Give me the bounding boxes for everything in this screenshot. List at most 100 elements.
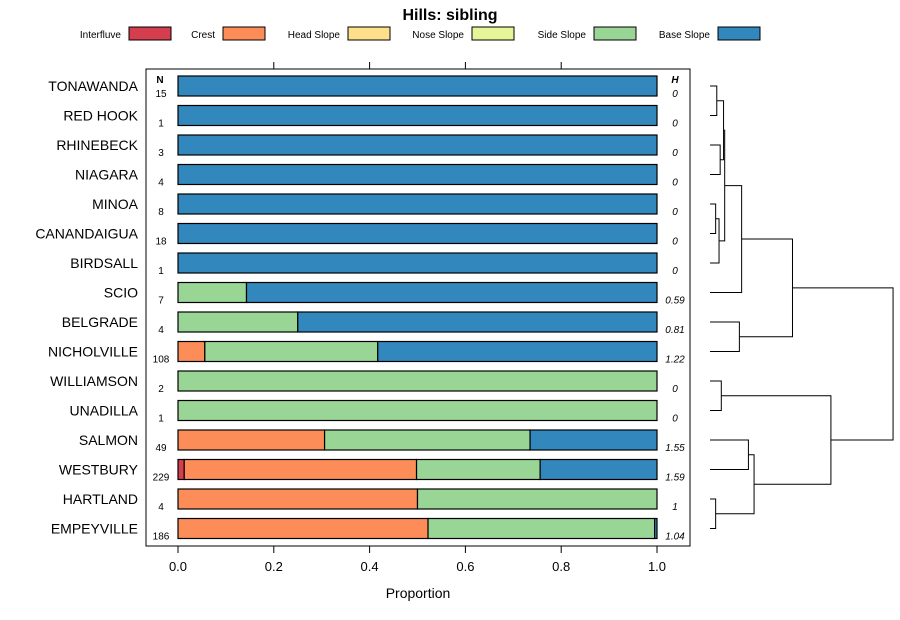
dendrogram-link-7 [710, 185, 743, 293]
n-value-rhinebeck: 3 [158, 148, 164, 159]
h-value-birdsall: 0 [672, 266, 678, 277]
bar-salmon-crest [177, 429, 326, 451]
n-value-salmon: 49 [155, 443, 167, 454]
chart-title: Hills: sibling [402, 7, 497, 24]
h-value-canandaigua: 0 [672, 237, 678, 248]
n-value-hartland: 4 [158, 502, 164, 513]
bar-westbury-side-slope [415, 458, 541, 481]
legend-label-head-slope: Head Slope [288, 30, 341, 41]
h-value-hartland: 1 [672, 502, 678, 513]
h-value-niagara: 0 [672, 178, 678, 189]
h-labels: 0 0 0 0 0 0 0 0.59 0.81 1.22 0 0 1.55 1.59 1 1.04 [665, 89, 685, 543]
dendrogram-link-3 [710, 203, 717, 234]
bar-westbury-interfluve [177, 458, 185, 481]
bar-salmon-side-slope [323, 429, 531, 451]
bar-red-hook-base-slope [177, 104, 658, 127]
dendrogram-link-11 [710, 498, 717, 529]
top-axis-ticks [273, 62, 562, 69]
row-label-williamson: WILLIAMSON [50, 373, 138, 389]
n-value-niagara: 4 [158, 178, 164, 189]
h-column-header: H [671, 75, 679, 86]
bar-westbury-crest [183, 458, 418, 481]
plot-frame [145, 68, 691, 547]
legend-swatch-crest [222, 26, 266, 41]
n-value-minoa: 8 [158, 207, 164, 218]
n-column-header: N [156, 75, 163, 86]
bar-westbury-base-slope [539, 458, 658, 481]
h-value-red-hook: 0 [672, 119, 678, 130]
bar-scio-side-slope [177, 281, 248, 304]
bar-tonawanda-base-slope [177, 75, 658, 97]
n-value-birdsall: 1 [158, 266, 164, 277]
row-label-westbury: WESTBURY [59, 462, 139, 478]
n-value-williamson: 2 [158, 384, 164, 395]
h-value-salmon: 1.55 [665, 443, 685, 454]
bar-nicholville-base-slope [377, 340, 658, 363]
h-value-rhinebeck: 0 [672, 148, 678, 159]
n-value-canandaigua: 18 [155, 237, 167, 248]
n-value-empeyville: 186 [153, 532, 170, 543]
bar-nicholville-side-slope [204, 340, 379, 363]
n-value-nicholville: 108 [153, 355, 170, 366]
bar-hartland-side-slope [416, 488, 658, 510]
dendrogram-link-9 [710, 380, 722, 411]
n-value-belgrade: 4 [158, 325, 164, 336]
bar-nicholville-crest [177, 340, 206, 363]
row-label-belgrade: BELGRADE [62, 314, 138, 330]
bar-niagara-base-slope [177, 163, 658, 186]
dendrogram-link-4 [710, 218, 720, 264]
dendrogram-link-2 [710, 144, 721, 175]
legend-label-base-slope: Base Slope [659, 30, 711, 41]
bar-belgrade-side-slope [177, 311, 299, 333]
bar-salmon-base-slope [529, 429, 658, 451]
legend-swatch-nose-slope [471, 26, 515, 41]
row-label-nicholville: NICHOLVILLE [48, 344, 138, 360]
h-value-williamson: 0 [672, 384, 678, 395]
x-tick-label-3: 0.6 [456, 559, 474, 574]
h-value-scio: 0.59 [665, 296, 685, 307]
h-value-minoa: 0 [672, 207, 678, 218]
dendrogram-link-1 [710, 85, 718, 116]
n-value-unadilla: 1 [158, 414, 164, 425]
legend: Interfluve Crest Head Slope Nose Slope Side … [80, 26, 761, 41]
row-label-hartland: HARTLAND [63, 491, 138, 507]
x-tick-label-4: 0.8 [552, 559, 570, 574]
legend-swatch-base-slope [717, 26, 761, 41]
x-axis-label: Proportion [386, 585, 451, 601]
n-labels: 15 1 3 4 8 18 1 7 4 108 2 1 49 229 4 186 [153, 89, 170, 543]
bar-belgrade-base-slope [297, 311, 658, 333]
bar-empeyville-crest [177, 517, 429, 540]
row-label-rhinebeck: RHINEBECK [56, 137, 138, 153]
h-value-empeyville: 1.04 [665, 532, 685, 543]
bar-scio-base-slope [245, 281, 658, 304]
dendrogram-link-15 [792, 287, 894, 441]
legend-label-nose-slope: Nose Slope [412, 30, 464, 41]
row-label-birdsall: BIRDSALL [70, 255, 138, 271]
legend-label-interfluve: Interfluve [80, 30, 122, 41]
dendrogram-link-14 [739, 238, 793, 338]
x-tick-label-2: 0.4 [361, 559, 379, 574]
n-value-westbury: 229 [153, 473, 170, 484]
legend-label-side-slope: Side Slope [538, 30, 587, 41]
bar-minoa-base-slope [177, 193, 658, 215]
x-tick-label-1: 0.2 [265, 559, 283, 574]
bar-rhinebeck-base-slope [177, 134, 658, 156]
h-value-tonawanda: 0 [672, 89, 678, 100]
row-label-unadilla: UNADILLA [70, 403, 139, 419]
row-label-red-hook: RED HOOK [63, 108, 138, 124]
row-label-salmon: SALMON [79, 432, 138, 448]
x-axis: 0.0 0.2 0.4 0.6 0.8 1.0 [169, 546, 666, 574]
row-label-canandaigua: CANANDAIGUA [35, 226, 138, 242]
h-value-westbury: 1.59 [665, 473, 685, 484]
n-value-red-hook: 1 [158, 119, 164, 130]
row-label-niagara: NIAGARA [75, 167, 139, 183]
bar-hartland-crest [177, 488, 419, 510]
bar-area [177, 75, 658, 540]
x-tick-label-5: 1.0 [648, 559, 666, 574]
row-label-empeyville: EMPEYVILLE [51, 521, 138, 537]
legend-swatch-interfluve [128, 26, 172, 41]
row-label-minoa: MINOA [92, 196, 139, 212]
bar-unadilla-side-slope [177, 399, 658, 422]
bar-empeyville-side-slope [427, 517, 656, 540]
